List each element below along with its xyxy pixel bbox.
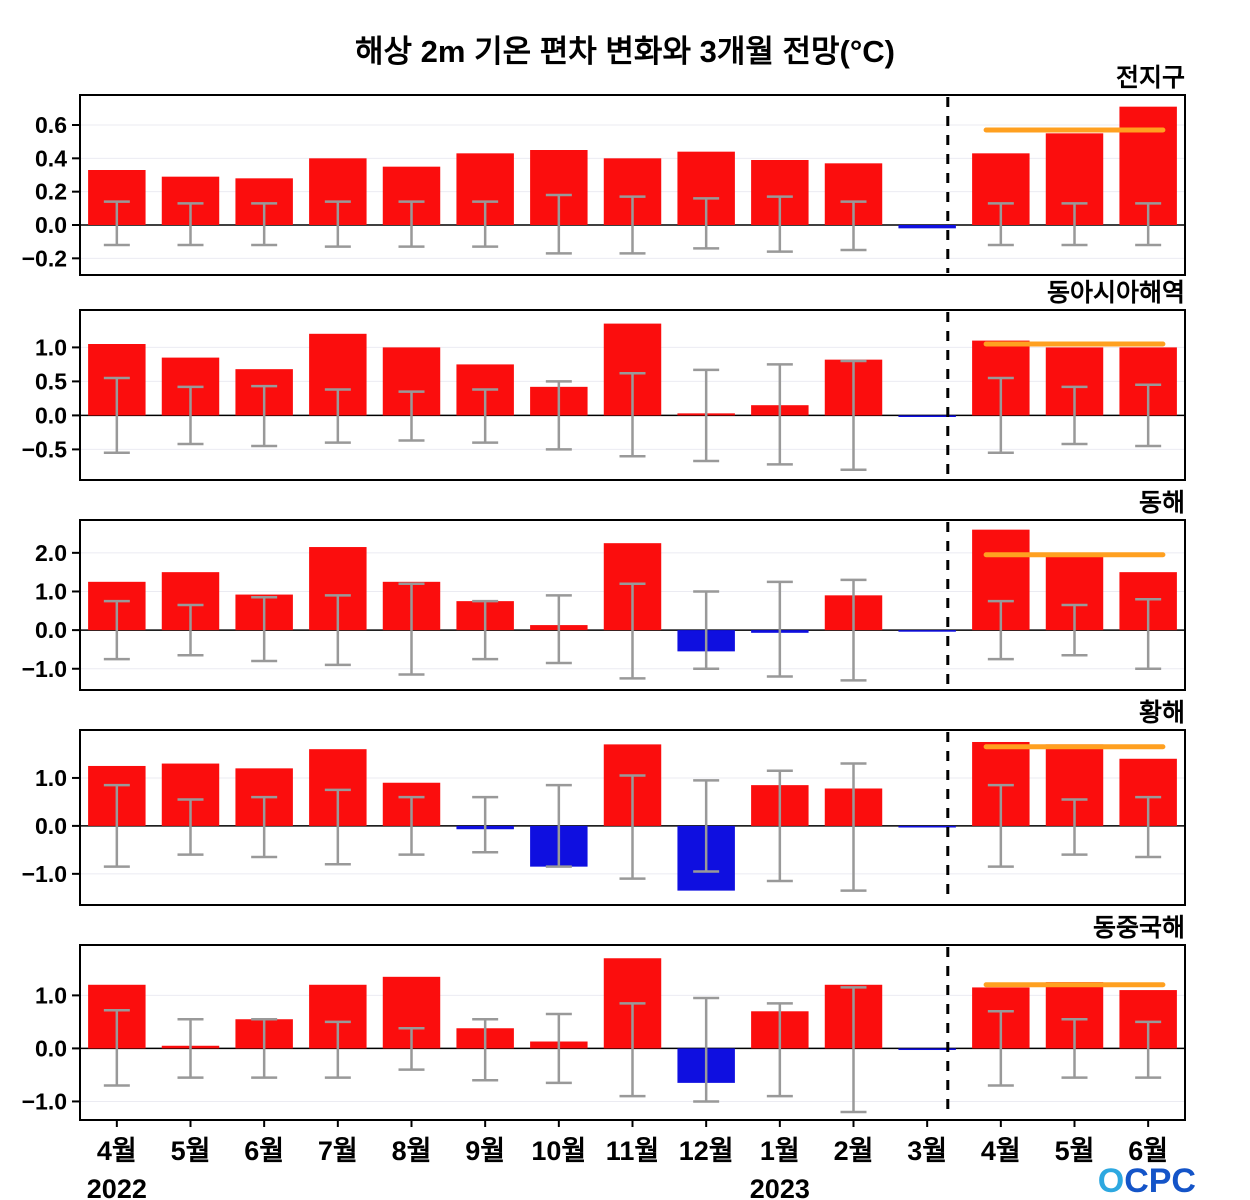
panel-2: 동해 −1.0 0.0 1.0 2.0: [22, 489, 1186, 691]
x-tick-label: 10월: [531, 1136, 586, 1166]
panel-border: [79, 309, 1186, 481]
y-tick-label: 0.0: [35, 617, 67, 643]
x-tick-label: 5월: [171, 1136, 211, 1166]
x-tick-label: 12월: [679, 1136, 734, 1166]
bar: [898, 630, 956, 632]
y-tick-label: 0.0: [35, 402, 67, 428]
ocpc-logo-rest: CPC: [1124, 1161, 1196, 1200]
x-tick-label: 3월: [907, 1136, 947, 1166]
bar: [898, 415, 956, 417]
y-tick-label: 0.5: [35, 368, 67, 394]
x-tick-label: 9월: [465, 1136, 505, 1166]
panel-border: [79, 94, 1186, 276]
y-tick-label: 0.0: [35, 813, 67, 839]
x-tick-label: 4월: [97, 1136, 137, 1166]
region-label: 동아시아해역: [1047, 279, 1185, 307]
y-tick-label: 0.4: [35, 145, 67, 171]
panel-3: 황해 −1.0 0.0 1.0: [22, 699, 1186, 906]
panel-1: 동아시아해역 −0.5 0.0 0.5 1.0: [22, 279, 1186, 481]
y-tick-label: 1.0: [35, 765, 67, 791]
panel-4: 동중국해 −1.0 0.0 1.0: [22, 914, 1186, 1121]
region-label: 동해: [1139, 489, 1185, 517]
y-tick-label: −1.0: [22, 1088, 67, 1114]
bar: [898, 225, 956, 229]
x-tick-label: 2월: [834, 1136, 874, 1166]
y-tick-label: 2.0: [35, 540, 67, 566]
ocpc-logo: OCPC: [1097, 1161, 1196, 1200]
y-tick-label: 1.0: [35, 982, 67, 1008]
y-tick-label: 1.0: [35, 334, 67, 360]
bar: [898, 1048, 956, 1051]
x-tick-label: 8월: [392, 1136, 432, 1166]
region-label: 전지구: [1116, 64, 1185, 92]
region-label: 동중국해: [1093, 914, 1185, 942]
y-tick-label: −1.0: [22, 656, 67, 682]
y-tick-label: −1.0: [22, 861, 67, 887]
y-tick-label: 0.2: [35, 179, 67, 205]
x-tick-label: 11월: [606, 1136, 659, 1166]
year-label: 2023: [750, 1174, 810, 1200]
x-tick-label: 6월: [1128, 1136, 1168, 1166]
bar: [898, 825, 956, 828]
chart-title: 해상 2m 기온 편차 변화와 3개월 전망(°C): [355, 34, 895, 69]
y-tick-label: −0.2: [22, 245, 67, 271]
x-tick-label: 4월: [981, 1136, 1021, 1166]
ocpc-logo-o: O: [1097, 1161, 1125, 1200]
x-tick-label: 7월: [318, 1136, 358, 1166]
y-tick-label: 0.0: [35, 1035, 67, 1061]
region-label: 황해: [1139, 699, 1185, 727]
panel-0: 전지구 −0.2 0.0 0.2 0.4 0.6: [22, 64, 1186, 276]
x-tick-label: 6월: [244, 1136, 284, 1166]
panel-border: [79, 729, 1186, 906]
panel-border: [79, 519, 1186, 691]
x-tick-label: 5월: [1055, 1136, 1095, 1166]
y-tick-label: −0.5: [22, 436, 68, 462]
y-tick-label: 1.0: [35, 578, 67, 604]
year-label: 2022: [87, 1174, 147, 1200]
x-tick-label: 1월: [760, 1136, 800, 1166]
y-tick-label: 0.6: [35, 112, 67, 138]
y-tick-label: 0.0: [35, 212, 67, 238]
